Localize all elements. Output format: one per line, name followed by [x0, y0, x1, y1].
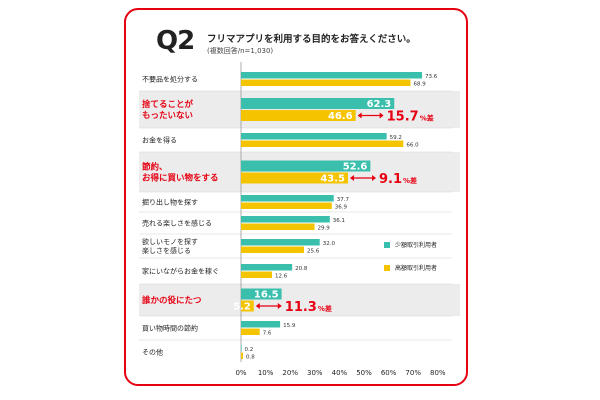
bar-high-amount [241, 352, 243, 359]
value-label-high: 68.9 [413, 82, 426, 88]
category-label: その他 [142, 347, 163, 356]
value-label-low: 16.5 [254, 290, 279, 301]
value-label-high: 66.0 [406, 143, 419, 149]
x-tick-label: 0% [235, 369, 246, 377]
bar-low-amount [241, 98, 395, 109]
bar-low-amount [241, 264, 293, 271]
value-label-high: 43.5 [320, 174, 345, 185]
category-label: 買い物時間の節約 [142, 323, 198, 332]
category-label: 誰かの役にたつ [142, 295, 202, 306]
diff-value: 9.1 [379, 172, 402, 187]
value-label-low: 15.9 [283, 323, 296, 329]
legend-swatch [384, 242, 390, 248]
bar-high-amount [241, 172, 349, 184]
bar-low-amount [241, 321, 281, 328]
value-label-high: 36.9 [335, 205, 348, 211]
value-label-high: 29.9 [318, 226, 331, 232]
question-title: フリマアプリを利用する目的をお答えください。 [207, 34, 416, 45]
bar-low-amount [241, 133, 387, 140]
category-label: 掘り出し物を探す [142, 197, 198, 206]
value-label-low: 37.7 [337, 197, 350, 203]
category-label: 楽しさを感じる [142, 246, 191, 255]
diff-unit: %差 [403, 176, 417, 185]
x-tick-label: 60% [381, 369, 397, 377]
value-label-high: 0.8 [246, 355, 255, 361]
diff-arrowhead-left [255, 303, 260, 309]
question-number: Q2 [156, 26, 195, 56]
x-tick-label: 70% [405, 369, 421, 377]
category-label: もったいない [142, 110, 193, 121]
diff-arrowhead-left [350, 175, 355, 181]
legend-label: 少額取引利用者 [395, 241, 437, 249]
category-label: お得に買い物をする [142, 172, 219, 183]
legend-swatch [384, 265, 390, 271]
x-tick-label: 50% [356, 369, 372, 377]
value-label-low: 52.6 [343, 162, 368, 173]
x-tick-label: 40% [332, 369, 348, 377]
value-label-low: 62.3 [367, 99, 392, 110]
value-label-low: 0.2 [244, 347, 253, 353]
value-label-high: 46.6 [328, 111, 353, 122]
value-label-high: 12.6 [275, 274, 288, 280]
bar-low-amount [241, 239, 320, 246]
diff-arrowhead-right [372, 175, 377, 181]
question-subtitle: (複数回答/n=1,030) [207, 47, 274, 55]
bar-high-amount [241, 223, 315, 230]
diff-value: 15.7 [387, 110, 419, 125]
value-label-low: 20.8 [295, 266, 308, 272]
value-label-high: 5.2 [233, 302, 251, 313]
value-label-high: 25.6 [307, 249, 320, 255]
bar-high-amount [241, 110, 356, 121]
bar-high-amount [241, 79, 411, 86]
value-label-low: 32.0 [323, 241, 336, 247]
value-label-high: 7.6 [263, 331, 272, 337]
x-tick-label: 30% [307, 369, 323, 377]
diff-unit: %差 [420, 114, 434, 123]
value-label-low: 73.6 [425, 74, 438, 80]
x-tick-label: 20% [282, 369, 298, 377]
value-label-low: 59.2 [390, 135, 402, 141]
bar-high-amount [241, 300, 254, 312]
x-tick-label: 10% [258, 369, 274, 377]
bar-low-amount [241, 288, 282, 300]
bar-high-amount [241, 328, 260, 335]
bar-high-amount [241, 140, 404, 147]
highlight-band [139, 152, 460, 192]
bar-high-amount [241, 246, 304, 253]
category-label: 家にいながらお金を稼ぐ [142, 266, 219, 275]
bar-low-amount [241, 160, 371, 172]
legend-label: 高額取引利用者 [395, 264, 437, 272]
bar-high-amount [241, 271, 272, 278]
bar-low-amount [241, 195, 334, 202]
bar-low-amount [241, 216, 330, 223]
diff-arrowhead-right [379, 112, 384, 119]
highlight-band [139, 91, 460, 128]
category-label: 欲しいモノを探す [142, 237, 198, 246]
diff-unit: %差 [318, 304, 332, 313]
diff-value: 11.3 [285, 300, 317, 315]
bar-high-amount [241, 202, 332, 209]
category-label: 売れる楽しさを感じる [142, 218, 212, 227]
value-label-low: 36.1 [333, 218, 345, 224]
diff-arrowhead-left [357, 112, 362, 119]
diff-arrowhead-right [277, 303, 282, 309]
category-label: 節約、 [142, 161, 168, 172]
category-label: 捨てることが [142, 99, 194, 110]
x-tick-label: 80% [430, 369, 446, 377]
bar-low-amount [241, 72, 423, 79]
highlight-band [139, 284, 460, 316]
category-label: 不要品を処分する [142, 74, 198, 83]
category-label: お金を得る [142, 135, 177, 144]
bar-low-amount [241, 345, 242, 352]
